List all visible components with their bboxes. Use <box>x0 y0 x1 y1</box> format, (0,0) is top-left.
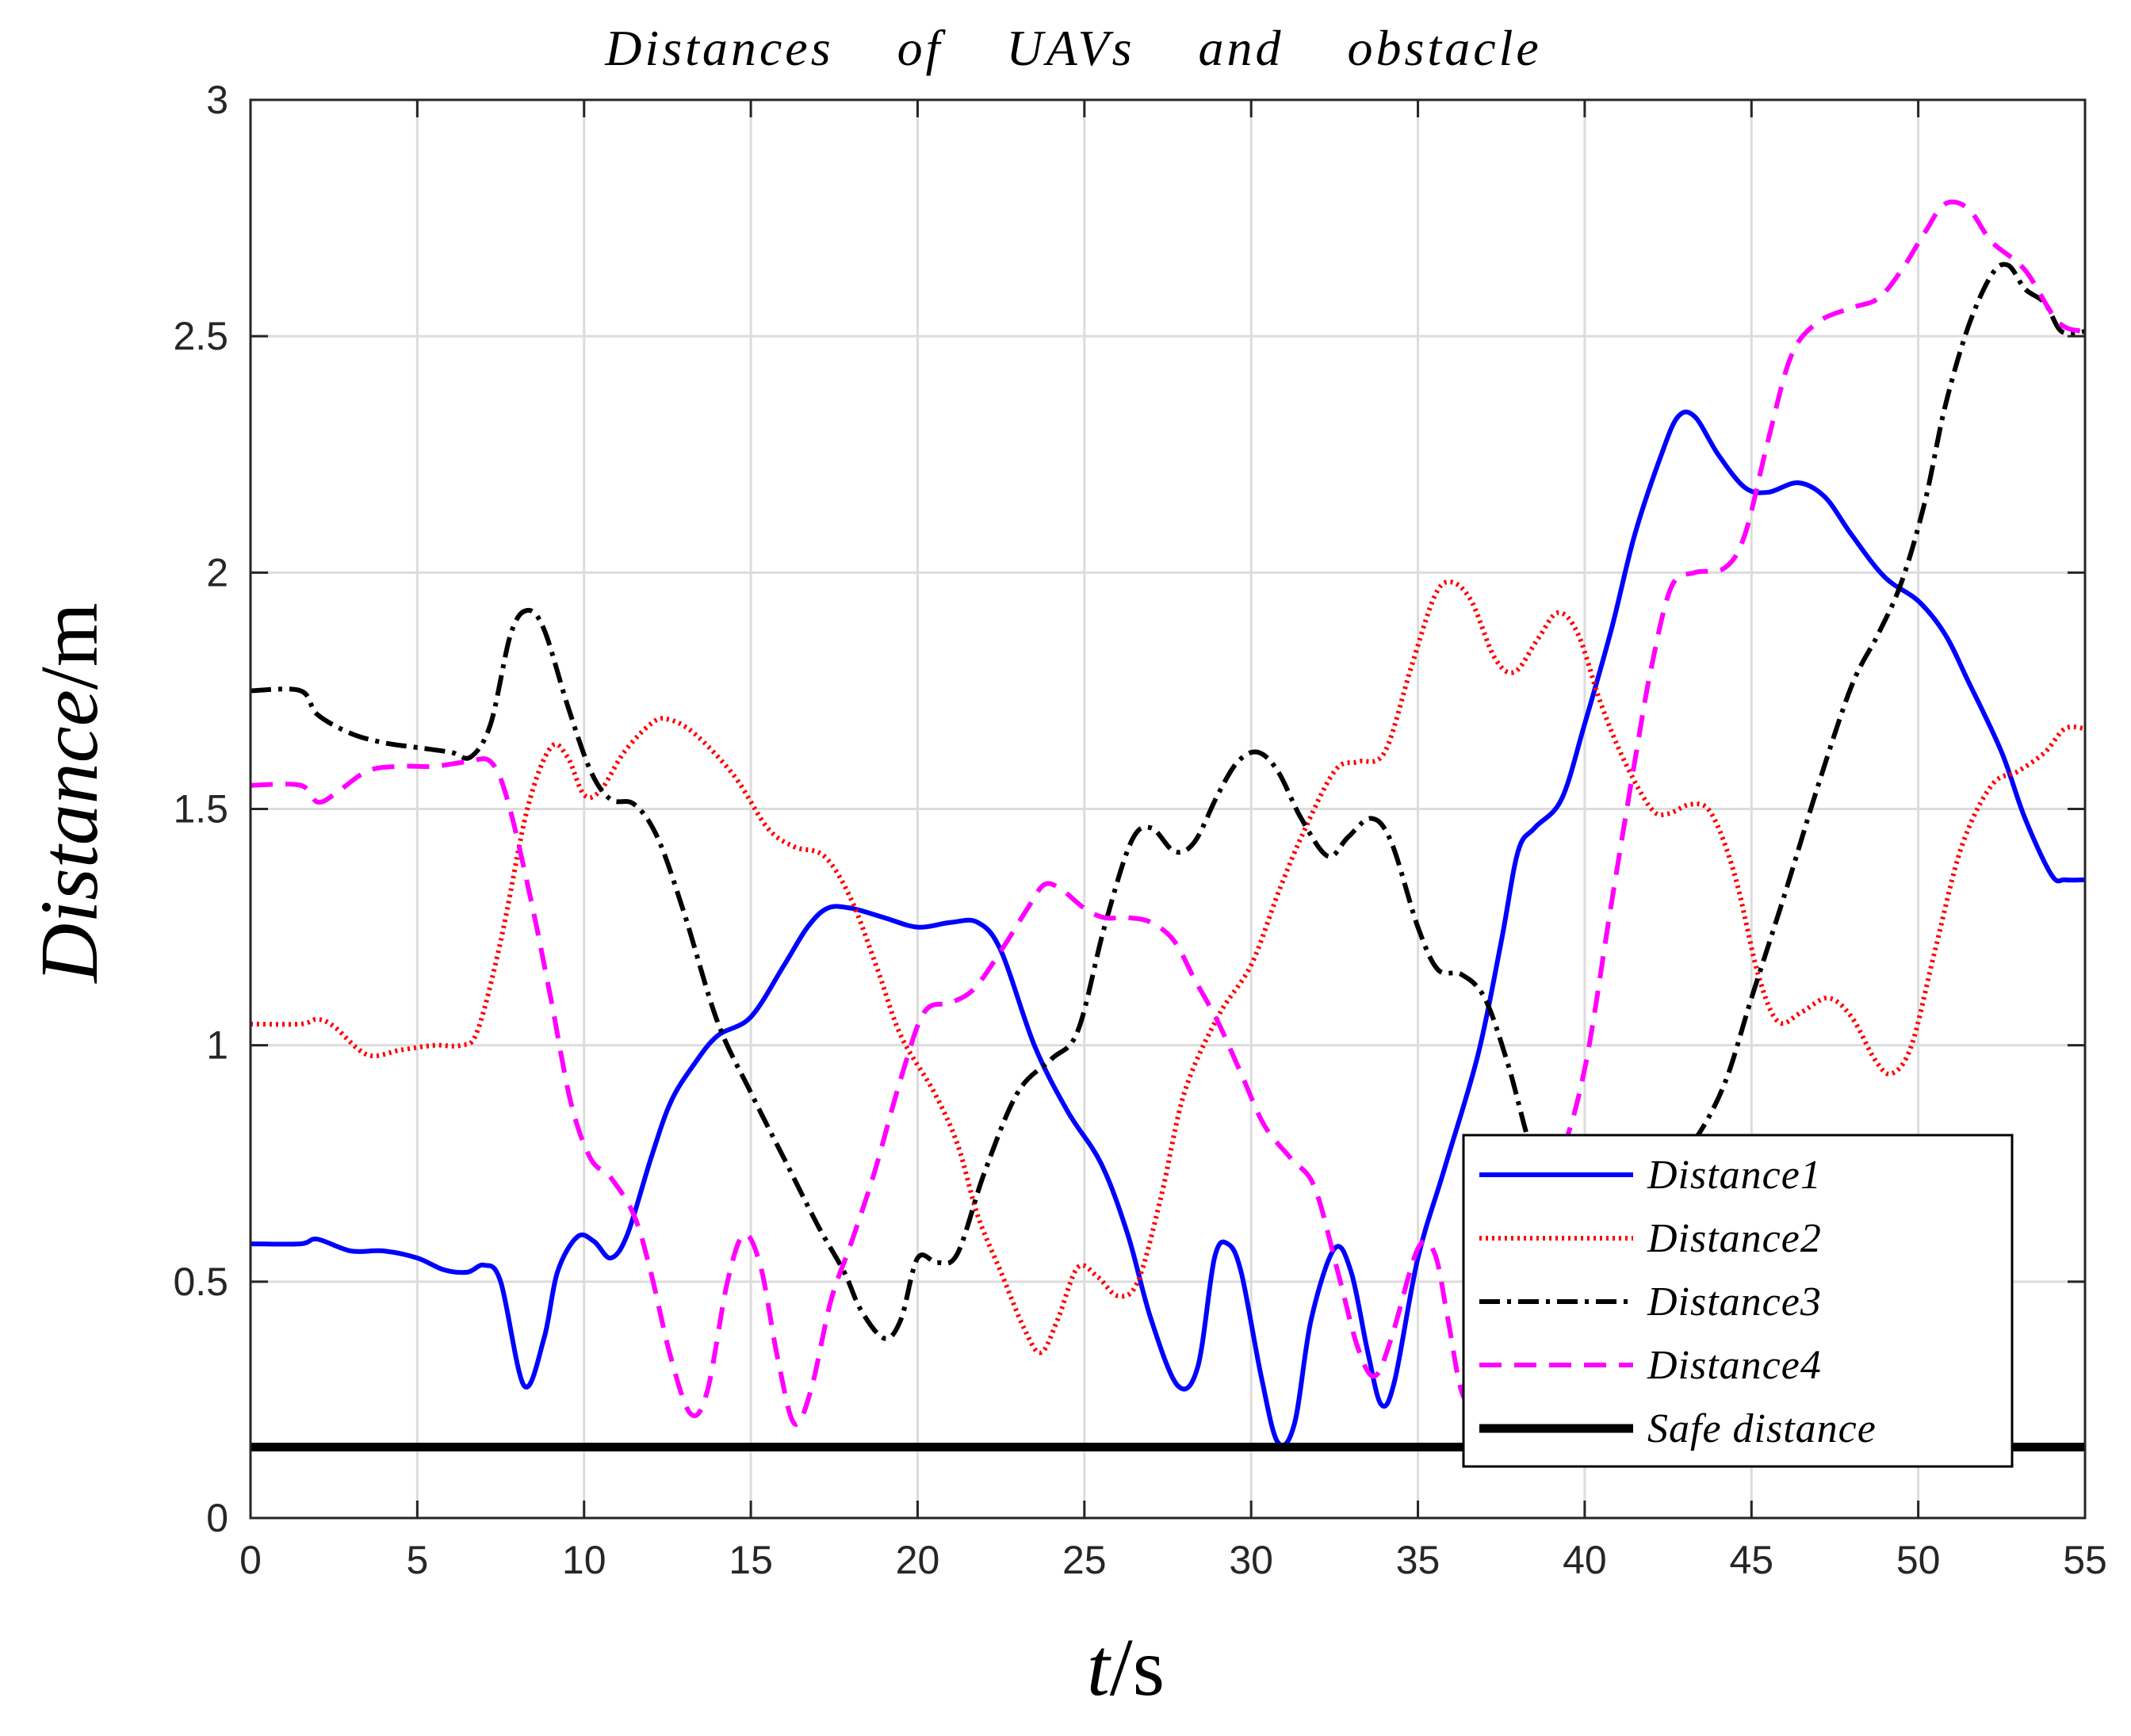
x-tick-label: 10 <box>562 1538 606 1582</box>
legend-label: Distance3 <box>1647 1279 1822 1325</box>
legend-label: Distance2 <box>1647 1216 1822 1261</box>
y-tick-label: 0.5 <box>173 1260 228 1304</box>
x-tick-label: 40 <box>1563 1538 1607 1582</box>
y-tick-label: 3 <box>206 78 228 122</box>
chart-title: Distances of UAVs and obstacle <box>604 20 1542 76</box>
legend-label: Distance4 <box>1647 1343 1822 1388</box>
series-line-3 <box>251 262 2085 1341</box>
series-line-1 <box>251 409 2085 1448</box>
x-tick-label: 5 <box>406 1538 428 1582</box>
y-axis-label: Distance/m <box>24 602 115 984</box>
x-tick-label: 50 <box>1896 1538 1941 1582</box>
y-tick-label: 0 <box>206 1496 228 1540</box>
x-tick-label: 55 <box>2063 1538 2107 1582</box>
x-tick-label: 15 <box>729 1538 773 1582</box>
x-tick-label: 30 <box>1229 1538 1273 1582</box>
x-tick-label: 25 <box>1062 1538 1107 1582</box>
y-tick-label: 2.5 <box>173 314 228 358</box>
x-tick-label: 0 <box>239 1538 262 1582</box>
legend-label: Safe distance <box>1647 1406 1877 1451</box>
legend-label: Distance1 <box>1647 1153 1822 1198</box>
y-tick-label: 1 <box>206 1023 228 1068</box>
x-tick-label: 35 <box>1396 1538 1440 1582</box>
x-tick-label: 20 <box>896 1538 940 1582</box>
y-tick-label: 2 <box>206 550 228 595</box>
x-axis-label: t/s <box>1087 1622 1165 1713</box>
legend: Distance1 Distance2 Distance3 Distance4 Safe… <box>1462 1134 2014 1468</box>
y-tick-label: 1.5 <box>173 787 228 832</box>
axis-ticks: 0 5 10 15 20 25 30 35 40 45 50 55 0 0.5 1 1.5 2 2.5 3 <box>173 78 2106 1582</box>
x-tick-label: 45 <box>1729 1538 1773 1582</box>
legend-box <box>1462 1134 2014 1468</box>
